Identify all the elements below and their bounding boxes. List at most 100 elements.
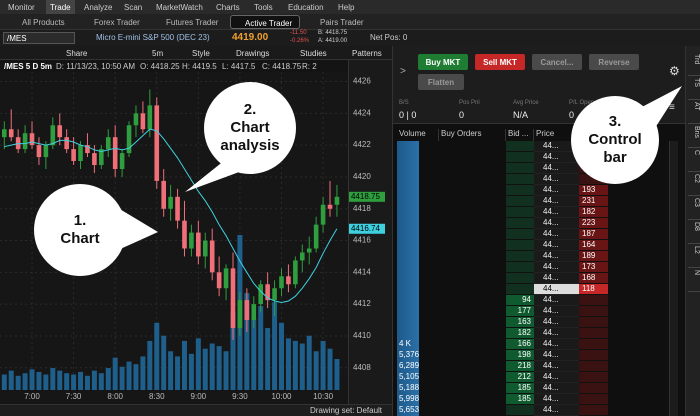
price-cell[interactable]: 44... bbox=[534, 273, 579, 284]
price-cell[interactable]: 44... bbox=[534, 196, 579, 207]
volume-bar bbox=[105, 368, 111, 390]
drawing-set[interactable]: Drawing set: Default bbox=[310, 406, 383, 415]
tab[interactable]: All Products bbox=[22, 18, 65, 27]
order-button[interactable]: Reverse bbox=[589, 54, 639, 70]
menu-item[interactable]: MarketWatch bbox=[156, 3, 203, 12]
price-cell[interactable]: 44... bbox=[534, 240, 579, 251]
volume-bar bbox=[140, 356, 146, 390]
volume-cell: 5,105 bbox=[399, 372, 420, 381]
price-cell[interactable]: 44... bbox=[534, 262, 579, 273]
side-tab[interactable]: C2 bbox=[688, 174, 700, 196]
side-tab[interactable]: C3 bbox=[688, 198, 700, 220]
price-cell[interactable]: 44... bbox=[534, 295, 579, 306]
toolbar-button[interactable]: 5m bbox=[152, 49, 164, 58]
x-tick-label: 7:00 bbox=[24, 392, 40, 401]
price-cell[interactable]: 44... bbox=[534, 174, 579, 185]
price-cell[interactable]: 44... bbox=[534, 141, 579, 152]
price-cell[interactable]: 44... bbox=[534, 372, 579, 383]
side-tab[interactable]: N bbox=[688, 270, 700, 292]
stat-value: 0 | 0 bbox=[399, 110, 417, 120]
menu-icon[interactable]: ≡ bbox=[669, 102, 675, 113]
price-cell[interactable]: 44... bbox=[534, 350, 579, 361]
price-cell[interactable]: 44... bbox=[534, 152, 579, 163]
price-cell[interactable]: 44... bbox=[534, 361, 579, 372]
chart-info-item: D: 11/13/23, 10:50 AM bbox=[56, 62, 136, 71]
bid-cell bbox=[506, 185, 534, 196]
price-cell[interactable]: 44... bbox=[534, 284, 579, 295]
volume-bar bbox=[299, 343, 305, 390]
percent-change: -0.26% bbox=[290, 38, 310, 44]
price-cell[interactable]: 44... bbox=[534, 251, 579, 262]
candle-body bbox=[71, 149, 76, 162]
tab[interactable]: Active Trader bbox=[230, 15, 300, 29]
order-button[interactable]: Buy MKT bbox=[418, 54, 468, 70]
bid-cell bbox=[506, 152, 534, 163]
price-cell[interactable]: 44... bbox=[534, 306, 579, 317]
side-tab[interactable]: D8 bbox=[688, 222, 700, 244]
menu-item[interactable]: Monitor bbox=[8, 3, 35, 12]
x-tick-label: 8:00 bbox=[107, 392, 123, 401]
price-cell[interactable]: 44... bbox=[534, 394, 579, 405]
volume-bar bbox=[8, 370, 14, 390]
tab[interactable]: Futures Trader bbox=[166, 18, 219, 27]
price-cell[interactable]: 44... bbox=[534, 163, 579, 174]
price-cell[interactable]: 44... bbox=[534, 339, 579, 350]
candle-body bbox=[50, 125, 56, 146]
bid-cell: 94 bbox=[506, 295, 534, 306]
toolbar-button[interactable]: Share bbox=[66, 49, 88, 58]
candle-body bbox=[216, 272, 222, 289]
volume-bar bbox=[43, 374, 49, 390]
ask-cell bbox=[579, 350, 608, 361]
price-cell[interactable]: 44... bbox=[534, 328, 579, 339]
order-button[interactable]: Sell MKT bbox=[475, 54, 525, 70]
ask-cell bbox=[579, 361, 608, 372]
ask-price: A: 4419.00 bbox=[318, 38, 348, 44]
price-cell[interactable]: 44... bbox=[534, 207, 579, 218]
ask-cell bbox=[579, 383, 608, 394]
collapse-arrow[interactable]: > bbox=[400, 66, 406, 77]
price-cell[interactable]: 44... bbox=[534, 383, 579, 394]
settings-gear[interactable]: ⚙ bbox=[669, 64, 680, 78]
price-cell[interactable]: 44... bbox=[534, 185, 579, 196]
price-cell[interactable]: 44... bbox=[534, 218, 579, 229]
side-tab[interactable]: C bbox=[688, 150, 700, 172]
volume-bar bbox=[313, 351, 319, 390]
x-tick-label: 9:00 bbox=[191, 392, 207, 401]
tab[interactable]: Pairs Trader bbox=[320, 18, 364, 27]
menu-item[interactable]: Education bbox=[288, 3, 324, 12]
order-button[interactable]: Flatten bbox=[418, 74, 464, 90]
candle-body bbox=[320, 204, 326, 225]
x-tick-label: 7:30 bbox=[66, 392, 82, 401]
side-tab[interactable]: AT bbox=[688, 102, 700, 124]
volume-bar bbox=[244, 293, 250, 390]
candle-body bbox=[189, 232, 194, 249]
price-cell[interactable]: 44... bbox=[534, 317, 579, 328]
side-tab[interactable]: L2 bbox=[688, 246, 700, 268]
callout-number: 1. bbox=[73, 212, 87, 229]
candle-body bbox=[279, 276, 284, 289]
volume-bar bbox=[306, 335, 312, 390]
menu-item[interactable]: Trade bbox=[46, 0, 75, 14]
symbol-input[interactable]: /MES bbox=[3, 32, 75, 44]
menu-item[interactable]: Help bbox=[338, 3, 355, 12]
toolbar-button[interactable]: Patterns bbox=[352, 49, 382, 58]
book-header: Buy Orders bbox=[439, 129, 506, 141]
toolbar-button[interactable]: Style bbox=[192, 49, 210, 58]
menu-item[interactable]: Scan bbox=[124, 3, 143, 12]
bid-cell: 218 bbox=[506, 361, 534, 372]
y-tick-label: 4418 bbox=[353, 204, 371, 213]
toolbar-button[interactable]: Drawings bbox=[236, 49, 270, 58]
menu-item[interactable]: Charts bbox=[216, 3, 240, 12]
side-tab[interactable]: TS bbox=[688, 78, 700, 100]
toolbar-button[interactable]: Studies bbox=[300, 49, 327, 58]
side-tab[interactable]: Bns bbox=[688, 126, 700, 148]
tab[interactable]: Forex Trader bbox=[94, 18, 140, 27]
price-cell[interactable]: 44... bbox=[534, 229, 579, 240]
menu-item[interactable]: Tools bbox=[254, 3, 273, 12]
menu-item[interactable]: Analyze bbox=[84, 3, 113, 12]
bid-cell bbox=[506, 207, 534, 218]
volume-bar bbox=[154, 322, 160, 390]
order-button[interactable]: Cancel... bbox=[532, 54, 582, 70]
side-tab[interactable]: Trd bbox=[688, 54, 700, 76]
